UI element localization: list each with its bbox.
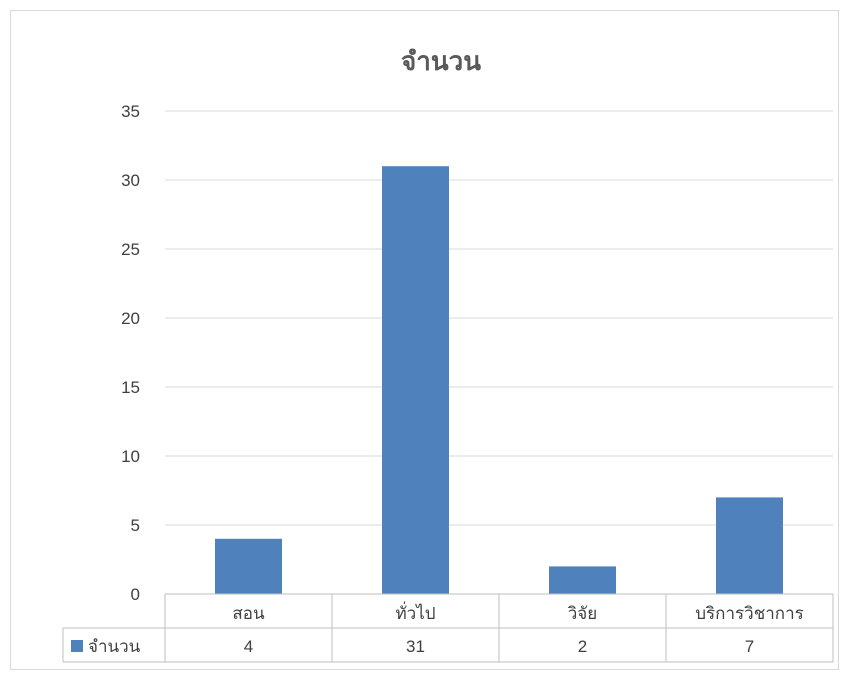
y-tick-label: 0: [131, 585, 140, 604]
category-label: บริการวิชาการ: [695, 604, 804, 624]
bar-4: [716, 497, 783, 594]
bars: [215, 166, 783, 594]
bar-3: [549, 566, 616, 594]
data-value-label: 7: [745, 637, 754, 656]
y-tick-label: 25: [121, 240, 140, 259]
data-value-label: 2: [578, 637, 587, 656]
gridlines: [165, 110, 833, 526]
data-value-label: 4: [244, 637, 253, 656]
y-tick-label: 35: [121, 102, 140, 121]
y-tick-label: 5: [131, 516, 140, 535]
y-tick-label: 30: [121, 171, 140, 190]
y-tick-label: 15: [121, 378, 140, 397]
category-label: วิจัย: [567, 604, 597, 624]
y-axis-ticks: 0 5 10 15 20 25 30 35: [121, 102, 140, 604]
category-label: สอน: [232, 604, 265, 624]
y-tick-label: 10: [121, 447, 140, 466]
bar-2: [382, 166, 449, 594]
legend-series-name: จำนวน: [88, 637, 141, 657]
legend-swatch: [71, 640, 83, 652]
data-value-label: 31: [406, 637, 425, 656]
y-tick-label: 20: [121, 309, 140, 328]
bar-1: [215, 538, 282, 594]
category-label: ทั่วไป: [395, 601, 435, 624]
chart-title: จำนวน: [401, 47, 481, 77]
